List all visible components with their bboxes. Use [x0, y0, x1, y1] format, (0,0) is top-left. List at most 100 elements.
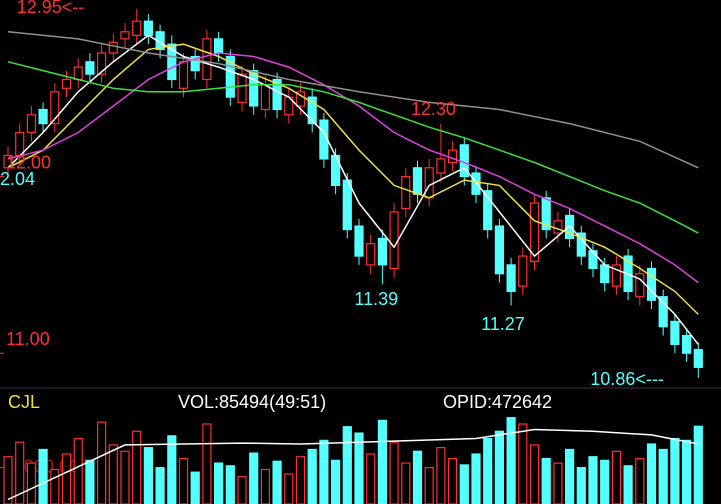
candle-body — [202, 38, 212, 81]
moving-average — [7, 43, 699, 315]
volume-bar — [167, 435, 177, 504]
candle-body — [26, 114, 36, 134]
moving-average — [7, 31, 699, 169]
volume-bar — [646, 443, 657, 504]
candle-body — [354, 225, 364, 257]
candle-body — [436, 158, 446, 174]
volume-bar — [225, 465, 235, 504]
candle-body — [646, 267, 657, 301]
price-annotation: 11.27 — [481, 314, 525, 334]
candle-body — [553, 220, 563, 234]
candle-body — [38, 108, 48, 125]
candle-body — [190, 55, 200, 72]
price-annotation: 12.95<-- — [17, 0, 85, 17]
volume-bar — [600, 459, 610, 504]
volume-bar — [38, 448, 48, 504]
candle-body — [331, 154, 341, 187]
opid-value: OPID:472642 — [443, 392, 552, 412]
candle-body — [541, 197, 551, 231]
candle-body — [132, 20, 142, 36]
volume-bar — [237, 476, 247, 504]
volume-bar — [564, 448, 575, 504]
candle-body — [85, 61, 95, 75]
candle-body — [635, 273, 645, 298]
volume-bar — [623, 465, 633, 504]
moving-average — [7, 52, 699, 284]
candle-body — [518, 255, 528, 287]
candle-body — [225, 55, 235, 98]
volume-bar — [120, 450, 130, 504]
volume-bar — [295, 456, 306, 504]
volume-bar — [448, 457, 458, 504]
price-annotation: 12.30 — [411, 99, 456, 119]
volume-value: VOL:85494(49:51) — [178, 392, 326, 412]
volume-bar — [518, 423, 528, 504]
candle-body — [73, 66, 83, 81]
candle-body — [178, 61, 189, 89]
volume-bar — [331, 459, 341, 504]
volume-bar — [377, 419, 387, 504]
volume-bar — [342, 426, 352, 504]
candle-body — [576, 232, 586, 257]
volume-bar — [132, 430, 142, 504]
candle-body — [342, 179, 352, 231]
volume-bar — [459, 464, 469, 504]
volume-bar — [436, 447, 446, 504]
volume-bar — [611, 450, 622, 504]
candle-body — [401, 176, 411, 209]
volume-bar — [272, 460, 282, 504]
candle-body — [483, 190, 493, 231]
candle-body — [167, 43, 177, 81]
volume-bar — [576, 467, 586, 504]
candle-body — [120, 31, 130, 40]
volume-bar — [366, 453, 376, 504]
volume-bar — [284, 473, 294, 504]
candle-body — [693, 349, 703, 368]
volume-bar — [85, 459, 95, 504]
candle-body — [424, 167, 434, 199]
volume-bar — [3, 456, 13, 504]
candle-body — [506, 264, 516, 292]
volume-bar — [658, 448, 668, 504]
candle-body — [658, 296, 668, 328]
candle-body — [249, 70, 259, 107]
candle-body — [600, 264, 610, 284]
candle-body — [260, 84, 270, 111]
volume-bar — [401, 462, 411, 504]
moving-average — [7, 428, 699, 501]
volume-bar — [389, 441, 399, 504]
volume-bar — [143, 447, 153, 504]
candle-body — [96, 52, 107, 75]
volume-bar — [61, 453, 72, 504]
candle-body — [50, 91, 60, 125]
volume-bar — [670, 437, 680, 504]
volume-bar — [155, 467, 165, 504]
volume-bar — [26, 462, 36, 504]
candle-body — [214, 38, 224, 54]
candle-body — [494, 225, 504, 275]
volume-bar — [96, 421, 107, 504]
volume-bar — [73, 437, 83, 504]
volume-bar — [319, 439, 329, 504]
price-annotation: 10.86<--- — [590, 369, 664, 389]
candle-body — [61, 78, 72, 89]
volume-bar — [483, 437, 493, 504]
volume-bar — [494, 430, 504, 504]
volume-bar — [553, 462, 563, 504]
volume-bar — [693, 425, 703, 504]
candle-body — [108, 41, 118, 54]
volume-bar — [15, 441, 25, 504]
moving-average — [7, 34, 699, 345]
candle-body — [307, 96, 317, 125]
y-tick-label: 12.00 — [6, 152, 51, 172]
candle-body — [588, 250, 598, 270]
volume-bar — [354, 432, 364, 504]
candle-body — [389, 211, 399, 270]
volume-bar — [50, 468, 60, 504]
volume-bar — [424, 467, 434, 504]
candle-body — [681, 334, 692, 354]
volume-bar — [249, 452, 259, 504]
candle-body — [377, 237, 387, 266]
volume-bar — [202, 423, 212, 504]
